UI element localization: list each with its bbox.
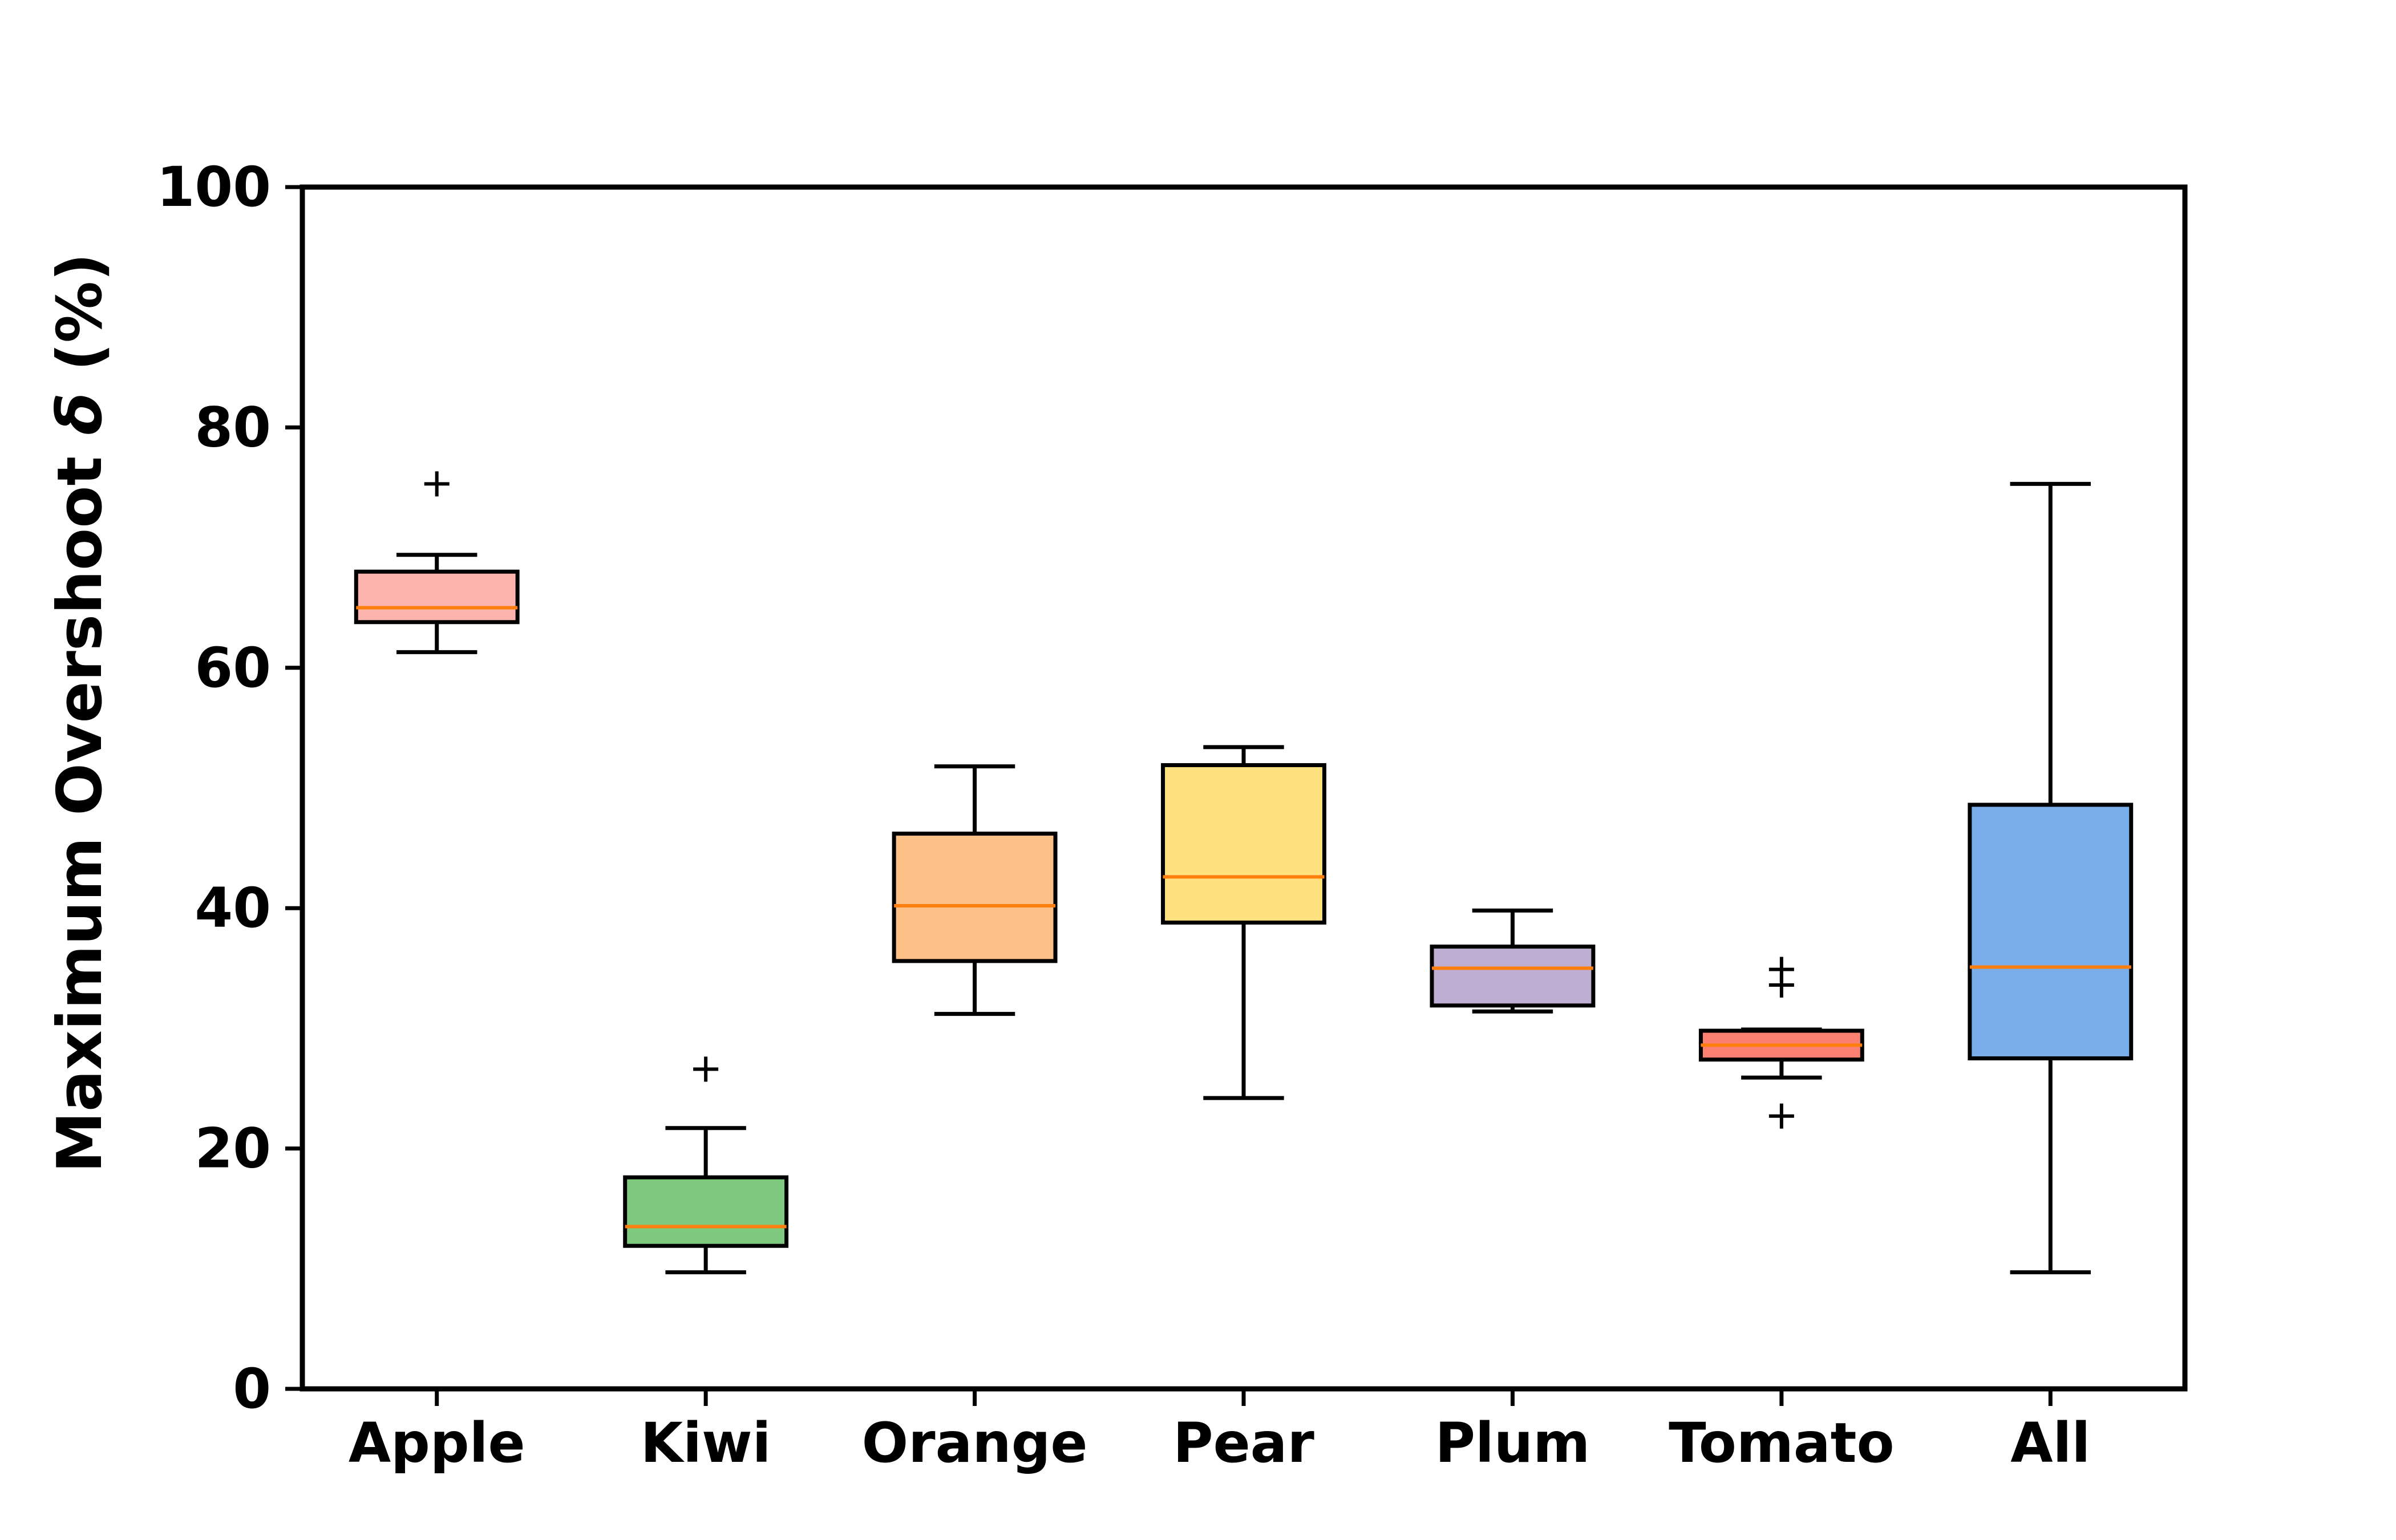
y-tick-label-40: 40 bbox=[195, 876, 271, 940]
axes-layer: 0 20 40 60 80 100 Apple Kiwi Orange Pear Plum Tomat… bbox=[157, 155, 2188, 1475]
x-tick-label-all: All bbox=[2010, 1411, 2090, 1475]
box-group-plum bbox=[1430, 908, 1596, 1014]
x-tick-label-apple: Apple bbox=[349, 1411, 525, 1475]
box-group-tomato bbox=[1698, 957, 1864, 1129]
box-plum bbox=[1430, 945, 1596, 1008]
box-group-orange bbox=[892, 764, 1058, 1016]
x-tick-label-orange: Orange bbox=[862, 1411, 1088, 1475]
box-group-pear bbox=[1161, 745, 1326, 1100]
y-tick-label-80: 80 bbox=[195, 395, 271, 459]
y-axis-title-unit: (%) bbox=[44, 253, 116, 393]
outlier-kiwi-0 bbox=[693, 1056, 719, 1082]
y-tick-label-0: 0 bbox=[233, 1357, 271, 1421]
outlier-apple-0 bbox=[424, 471, 450, 497]
box-apple bbox=[354, 569, 520, 625]
x-tick-label-pear: Pear bbox=[1173, 1411, 1314, 1475]
box-orange bbox=[892, 832, 1058, 963]
x-tick-label-tomato: Tomato bbox=[1669, 1411, 1894, 1475]
x-tick-label-kiwi: Kiwi bbox=[641, 1411, 771, 1475]
y-tick-label-20: 20 bbox=[195, 1117, 271, 1181]
y-tick-label-60: 60 bbox=[195, 636, 271, 700]
y-axis-title-symbol: δ bbox=[44, 392, 116, 435]
x-tick-label-plum: Plum bbox=[1435, 1411, 1590, 1475]
box-group-all bbox=[1968, 481, 2134, 1275]
y-tick-label-100: 100 bbox=[157, 155, 271, 219]
box-pear bbox=[1161, 763, 1326, 925]
box-kiwi bbox=[623, 1175, 789, 1248]
outlier-tomato-0 bbox=[1768, 1103, 1794, 1129]
y-axis-title-text: Maximum Overshoot bbox=[44, 435, 116, 1173]
box-group-apple bbox=[354, 471, 520, 654]
outlier-tomato-2 bbox=[1768, 957, 1794, 982]
boxes-layer bbox=[354, 471, 2134, 1275]
y-axis-title: Maximum Overshoot δ (%) bbox=[44, 253, 116, 1173]
box-all bbox=[1968, 803, 2134, 1061]
box-group-kiwi bbox=[623, 1056, 789, 1275]
